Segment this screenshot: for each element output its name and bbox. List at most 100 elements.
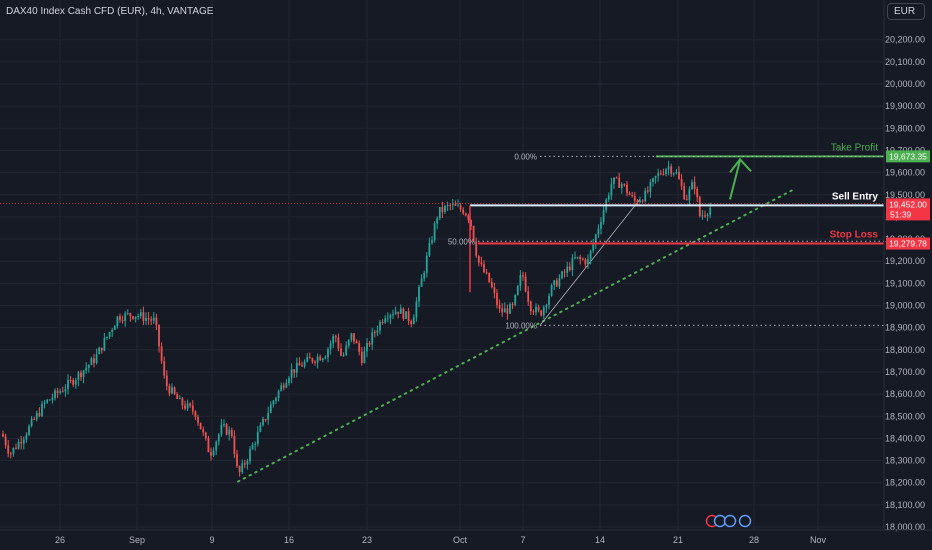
candle-body	[688, 189, 691, 200]
x-tick-label: 14	[595, 535, 605, 545]
y-tick-label: 18,500.00	[885, 411, 925, 421]
take-profit-label: Take Profit	[831, 142, 878, 153]
candle-body	[407, 311, 410, 322]
candle-body	[87, 365, 90, 368]
candle-body	[470, 220, 472, 226]
x-tick-label: 28	[749, 535, 759, 545]
candle-body	[667, 166, 670, 170]
candle-body	[20, 441, 23, 444]
candle-body	[561, 271, 563, 279]
candle-body	[368, 342, 371, 345]
candle-body	[236, 454, 238, 467]
candle-body	[33, 418, 36, 420]
time-axis: 26 Sep 9 16 23 Oct 7 14 21 28 Nov	[0, 529, 932, 545]
candle-body	[139, 312, 142, 317]
candle-body	[462, 209, 465, 214]
candle-body	[535, 306, 537, 313]
candle-body	[108, 332, 111, 337]
candle-body	[657, 173, 660, 177]
x-tick-label: Oct	[453, 535, 468, 545]
y-tick-label: 19,600.00	[885, 168, 925, 178]
candle-body	[126, 313, 129, 315]
candle-body	[103, 338, 106, 351]
candle-body	[46, 399, 49, 403]
candle-body	[480, 262, 483, 265]
candle-body	[280, 385, 283, 391]
candle-body	[223, 424, 225, 426]
candle-body	[454, 204, 457, 206]
candle-body	[171, 387, 173, 394]
candle-body	[496, 293, 498, 305]
candle-body	[61, 391, 64, 393]
support-trendline	[237, 189, 793, 483]
candle-body	[644, 190, 647, 202]
candle-body	[72, 379, 75, 385]
candle-body	[334, 336, 337, 338]
candle-body	[202, 429, 205, 433]
candle-body	[519, 275, 522, 286]
x-tick-label: 9	[209, 535, 214, 545]
candle-body	[129, 313, 132, 317]
candle-body	[207, 438, 210, 453]
y-tick-label: 20,000.00	[885, 79, 925, 89]
candle-body	[262, 419, 264, 426]
candle-body	[28, 426, 30, 435]
stop-loss-price-text: 19,279.78	[889, 239, 927, 249]
y-tick-label: 20,100.00	[885, 57, 925, 67]
fib-level-label: 0.00%	[514, 152, 537, 161]
candle-body	[345, 345, 348, 355]
candle-body	[553, 280, 556, 285]
candle-body	[249, 449, 251, 462]
candle-body	[217, 434, 220, 442]
candle-body	[428, 242, 431, 256]
candlestick-series	[2, 160, 712, 477]
candle-body	[277, 390, 280, 398]
candle-body	[381, 321, 384, 323]
x-tick-label: 16	[284, 535, 294, 545]
candle-body	[155, 317, 158, 325]
candle-body	[620, 183, 623, 188]
candle-body	[628, 193, 631, 196]
candle-body	[7, 445, 10, 454]
candle-body	[680, 179, 683, 187]
candle-body	[12, 447, 15, 454]
candle-body	[204, 432, 207, 439]
candle-body	[106, 336, 108, 339]
candle-body	[246, 461, 249, 465]
candle-body	[545, 305, 548, 307]
y-tick-label: 19,800.00	[885, 123, 925, 133]
y-tick-label: 18,300.00	[885, 456, 925, 466]
candle-body	[412, 317, 415, 325]
y-tick-label: 18,000.00	[885, 522, 925, 532]
candle-body	[22, 439, 25, 444]
candle-body	[15, 447, 17, 449]
candle-body	[82, 370, 85, 378]
candle-body	[654, 176, 657, 179]
candle-body	[113, 326, 116, 330]
x-tick-label: 23	[362, 535, 372, 545]
currency-button[interactable]: EUR	[887, 3, 925, 20]
candle-body	[467, 215, 470, 221]
candle-body	[477, 255, 480, 263]
candle-body	[329, 343, 332, 350]
candle-body	[537, 306, 540, 311]
candle-body	[275, 397, 277, 401]
candle-body	[493, 287, 496, 294]
sell-entry-price-text: 19,452.00	[889, 199, 927, 209]
candle-body	[41, 403, 43, 416]
candle-body	[254, 443, 257, 445]
candle-body	[158, 324, 160, 347]
candle-body	[147, 318, 150, 320]
candle-body	[9, 453, 12, 455]
candle-body	[563, 271, 566, 273]
candle-body	[243, 463, 246, 465]
candle-body	[615, 177, 618, 179]
candle-body	[178, 398, 181, 400]
candle-body	[584, 259, 587, 265]
candle-body	[98, 347, 101, 355]
candle-body	[516, 285, 519, 295]
candle-body	[54, 390, 56, 398]
stop-loss-price-badge	[886, 237, 930, 250]
candle-body	[423, 272, 426, 279]
